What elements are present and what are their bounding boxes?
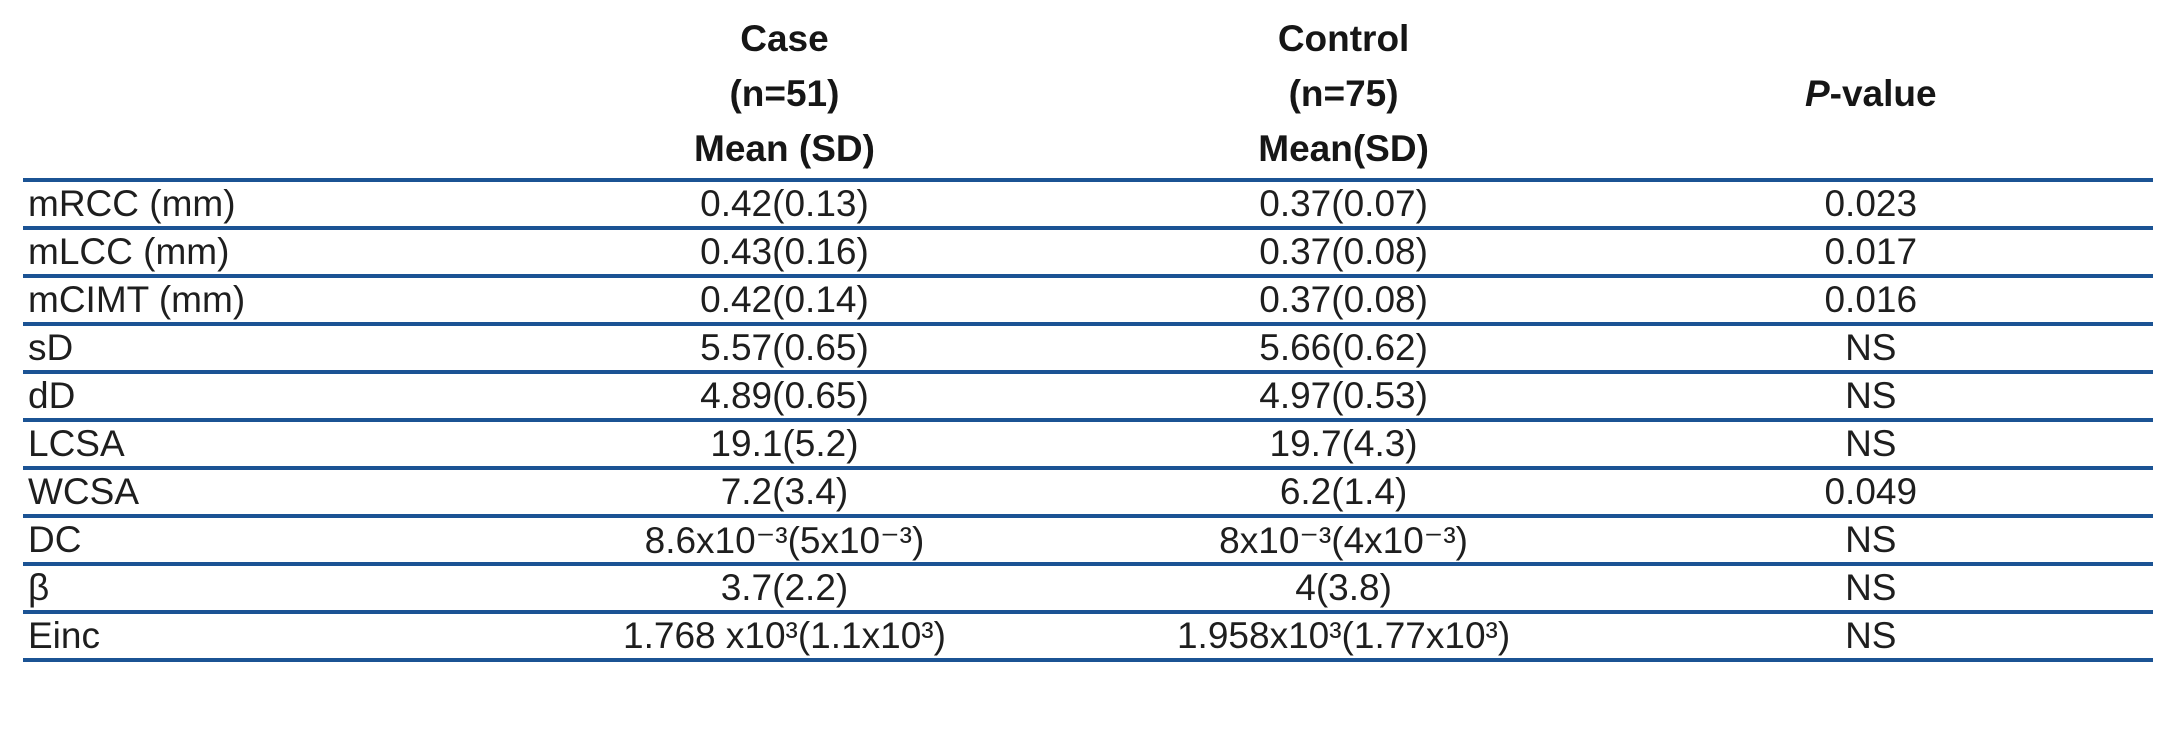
header-pvalue-rest: -value — [1829, 73, 1937, 114]
table-body: mRCC (mm) 0.42(0.13) 0.37(0.07) 0.023 mL… — [23, 180, 2153, 662]
table-container: Case (n=51) Mean (SD) Control (n=75) Mea… — [23, 0, 2153, 662]
header-pvalue-label: P-value — [1589, 66, 2153, 121]
table-row: β 3.7(2.2) 4(3.8) NS — [23, 564, 2153, 614]
table-row: mLCC (mm) 0.43(0.16) 0.37(0.08) 0.017 — [23, 228, 2153, 278]
case-value-cell: 0.42(0.13) — [470, 180, 1099, 230]
pvalue-cell: NS — [1588, 564, 2153, 614]
control-value-cell: 6.2(1.4) — [1098, 468, 1589, 518]
header-case-n: (n=51) — [729, 73, 840, 114]
header-case-group: Case — [740, 18, 829, 59]
pvalue-cell: NS — [1588, 420, 2153, 470]
header-pvalue-spacer-top — [1589, 11, 2153, 66]
pvalue-cell: NS — [1588, 516, 2153, 566]
case-value-cell: 0.43(0.16) — [470, 228, 1099, 278]
pvalue-cell: NS — [1588, 612, 2153, 662]
row-label: sD — [23, 324, 471, 374]
table-row: WCSA 7.2(3.4) 6.2(1.4) 0.049 — [23, 468, 2153, 518]
case-value-cell: 0.42(0.14) — [470, 276, 1099, 326]
row-label: mRCC (mm) — [23, 180, 471, 230]
pvalue-cell: 0.016 — [1588, 276, 2153, 326]
control-value-cell: 0.37(0.08) — [1098, 228, 1589, 278]
table-row: mRCC (mm) 0.42(0.13) 0.37(0.07) 0.023 — [23, 180, 2153, 230]
row-label: Einc — [23, 612, 471, 662]
case-value-cell: 7.2(3.4) — [470, 468, 1099, 518]
header-pvalue: P-value — [1588, 0, 2153, 182]
control-value-cell: 8x10⁻³(4x10⁻³) — [1098, 516, 1589, 566]
header-pvalue-italic-p: P — [1804, 73, 1830, 114]
table-row: mCIMT (mm) 0.42(0.14) 0.37(0.08) 0.016 — [23, 276, 2153, 326]
pvalue-cell: 0.017 — [1588, 228, 2153, 278]
control-value-cell: 4.97(0.53) — [1098, 372, 1589, 422]
header-control-group: Control — [1277, 18, 1410, 59]
table-header: Case (n=51) Mean (SD) Control (n=75) Mea… — [23, 0, 2153, 182]
header-control-n: (n=75) — [1288, 73, 1399, 114]
header-pvalue-spacer-bottom — [1589, 121, 2153, 176]
control-value-cell: 4(3.8) — [1098, 564, 1589, 614]
case-value-cell: 8.6x10⁻³(5x10⁻³) — [470, 516, 1099, 566]
row-label: WCSA — [23, 468, 471, 518]
table-row: dD 4.89(0.65) 4.97(0.53) NS — [23, 372, 2153, 422]
case-value-cell: 3.7(2.2) — [470, 564, 1099, 614]
control-value-cell: 0.37(0.07) — [1098, 180, 1589, 230]
control-value-cell: 0.37(0.08) — [1098, 276, 1589, 326]
pvalue-cell: NS — [1588, 324, 2153, 374]
row-label: DC — [23, 516, 471, 566]
row-label: LCSA — [23, 420, 471, 470]
header-control-stat: Mean(SD) — [1258, 128, 1429, 169]
header-variable-blank — [23, 0, 471, 182]
row-label: dD — [23, 372, 471, 422]
case-value-cell: 1.768 x10³(1.1x10³) — [470, 612, 1099, 662]
case-value-cell: 19.1(5.2) — [470, 420, 1099, 470]
pvalue-cell: 0.049 — [1588, 468, 2153, 518]
control-value-cell: 1.958x10³(1.77x10³) — [1098, 612, 1589, 662]
case-value-cell: 5.57(0.65) — [470, 324, 1099, 374]
table-row: DC 8.6x10⁻³(5x10⁻³) 8x10⁻³(4x10⁻³) NS — [23, 516, 2153, 566]
table-row: sD 5.57(0.65) 5.66(0.62) NS — [23, 324, 2153, 374]
header-case-stat: Mean (SD) — [694, 128, 875, 169]
comparison-table: Case (n=51) Mean (SD) Control (n=75) Mea… — [23, 0, 2153, 662]
control-value-cell: 19.7(4.3) — [1098, 420, 1589, 470]
header-case: Case (n=51) Mean (SD) — [470, 0, 1099, 182]
table-row: Einc 1.768 x10³(1.1x10³) 1.958x10³(1.77x… — [23, 612, 2153, 662]
row-label: mCIMT (mm) — [23, 276, 471, 326]
control-value-cell: 5.66(0.62) — [1098, 324, 1589, 374]
row-label: β — [23, 564, 471, 614]
table-row: LCSA 19.1(5.2) 19.7(4.3) NS — [23, 420, 2153, 470]
pvalue-cell: 0.023 — [1588, 180, 2153, 230]
row-label: mLCC (mm) — [23, 228, 471, 278]
case-value-cell: 4.89(0.65) — [470, 372, 1099, 422]
header-control: Control (n=75) Mean(SD) — [1098, 0, 1589, 182]
pvalue-cell: NS — [1588, 372, 2153, 422]
